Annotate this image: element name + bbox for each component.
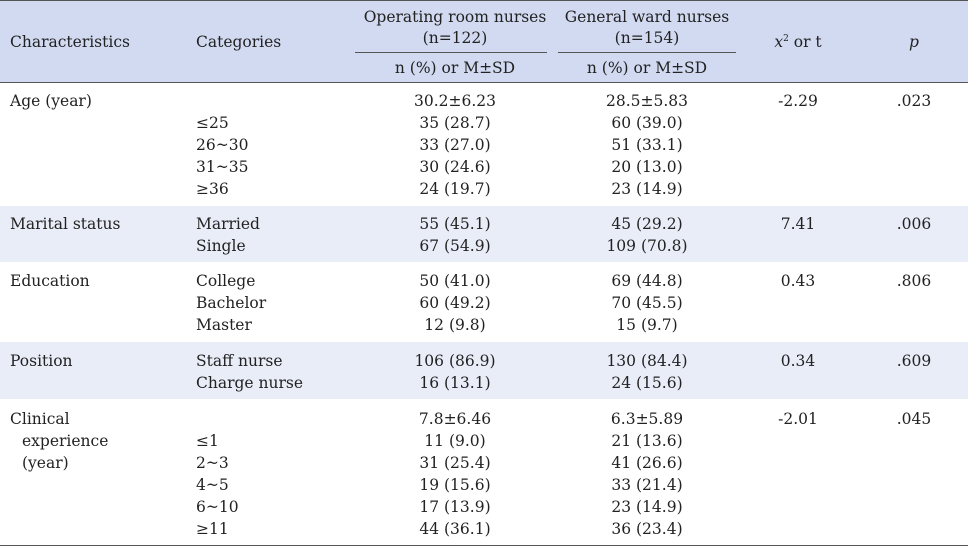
position-gw: 130 (84.4) xyxy=(606,352,688,370)
position-gw: 24 (15.6) xyxy=(611,374,683,392)
age-gw: 20 (13.0) xyxy=(611,158,683,176)
position-cat: Staff nurse xyxy=(196,352,283,370)
row-band-position xyxy=(0,342,968,399)
header-stat-x: x xyxy=(774,33,784,51)
clinical-gw: 36 (23.4) xyxy=(611,520,683,538)
education-gw: 69 (44.8) xyxy=(611,272,683,290)
clinical-cat: ≥11 xyxy=(196,520,229,538)
top-rule xyxy=(0,0,968,1)
age-gw: 51 (33.1) xyxy=(611,136,683,154)
header-stat: x2 or t xyxy=(760,31,836,53)
education-p: .806 xyxy=(896,272,932,290)
age-or: 24 (19.7) xyxy=(419,180,491,198)
clinical-or-mean: 7.8±6.46 xyxy=(418,410,492,428)
age-or-mean: 30.2±6.23 xyxy=(413,92,496,110)
clinical-cat: 6~10 xyxy=(196,498,239,516)
age-gw: 23 (14.9) xyxy=(611,180,683,198)
clinical-cat: ≤1 xyxy=(196,432,219,450)
header-gw-n: (n=154) xyxy=(614,29,680,47)
clinical-gw: 21 (13.6) xyxy=(611,432,683,450)
marital-gw: 45 (29.2) xyxy=(611,215,683,233)
header-stat-rest: or t xyxy=(788,33,822,51)
clinical-p: .045 xyxy=(896,410,932,428)
clinical-stat: -2.01 xyxy=(778,410,818,428)
marital-stat: 7.41 xyxy=(780,215,816,233)
clinical-label: (year) xyxy=(22,454,69,472)
clinical-or: 11 (9.0) xyxy=(424,432,486,450)
education-cat: College xyxy=(196,272,256,290)
age-cat: ≤25 xyxy=(196,114,229,132)
clinical-gw: 33 (21.4) xyxy=(611,476,683,494)
marital-or: 67 (54.9) xyxy=(419,237,491,255)
education-or: 50 (41.0) xyxy=(419,272,491,290)
education-label: Education xyxy=(10,272,90,290)
clinical-cat: 2~3 xyxy=(196,454,229,472)
header-stat-sup: 2 xyxy=(783,33,789,44)
clinical-or: 31 (25.4) xyxy=(419,454,491,472)
header-or-sub: n (%) or M±SD xyxy=(394,59,516,77)
marital-p: .006 xyxy=(896,215,932,233)
clinical-or: 17 (13.9) xyxy=(419,498,491,516)
education-cat: Master xyxy=(196,316,252,334)
education-gw: 15 (9.7) xyxy=(616,316,678,334)
education-cat: Bachelor xyxy=(196,294,267,312)
header-or-group: Operating room nurses xyxy=(363,8,547,26)
age-label: Age (year) xyxy=(10,92,92,110)
table-header-background xyxy=(0,0,968,82)
age-cat: 26~30 xyxy=(196,136,249,154)
marital-cat: Single xyxy=(196,237,246,255)
education-stat: 0.43 xyxy=(780,272,816,290)
marital-gw: 109 (70.8) xyxy=(606,237,688,255)
position-cat: Charge nurse xyxy=(196,374,304,392)
header-or-n: (n=122) xyxy=(422,29,488,47)
marital-cat: Married xyxy=(196,215,260,233)
header-characteristics: Characteristics xyxy=(10,33,130,51)
header-rule xyxy=(0,82,968,83)
clinical-label: experience xyxy=(22,432,109,450)
position-stat: 0.34 xyxy=(780,352,816,370)
education-or: 12 (9.8) xyxy=(424,316,486,334)
age-p: .023 xyxy=(896,92,932,110)
age-or: 35 (28.7) xyxy=(419,114,491,132)
position-label: Position xyxy=(10,352,73,370)
position-p: .609 xyxy=(896,352,932,370)
age-gw: 60 (39.0) xyxy=(611,114,683,132)
or-group-rule xyxy=(355,52,547,53)
age-gw-mean: 28.5±5.83 xyxy=(605,92,688,110)
marital-or: 55 (45.1) xyxy=(419,215,491,233)
clinical-gw: 23 (14.9) xyxy=(611,498,683,516)
education-gw: 70 (45.5) xyxy=(611,294,683,312)
header-gw-sub: n (%) or M±SD xyxy=(586,59,708,77)
age-cat: ≥36 xyxy=(196,180,229,198)
bottom-rule xyxy=(0,545,968,546)
clinical-label: Clinical xyxy=(10,410,70,428)
age-or: 33 (27.0) xyxy=(419,136,491,154)
position-or: 106 (86.9) xyxy=(414,352,496,370)
clinical-or: 44 (36.1) xyxy=(419,520,491,538)
position-or: 16 (13.1) xyxy=(419,374,491,392)
header-categories: Categories xyxy=(196,33,282,51)
row-band-marital xyxy=(0,206,968,262)
clinical-gw-mean: 6.3±5.89 xyxy=(610,410,684,428)
clinical-cat: 4~5 xyxy=(196,476,229,494)
header-gw-group: General ward nurses xyxy=(564,8,730,26)
clinical-gw: 41 (26.6) xyxy=(611,454,683,472)
education-or: 60 (49.2) xyxy=(419,294,491,312)
marital-label: Marital status xyxy=(10,215,121,233)
clinical-or: 19 (15.6) xyxy=(419,476,491,494)
age-or: 30 (24.6) xyxy=(419,158,491,176)
header-p: p xyxy=(909,33,919,51)
age-stat: -2.29 xyxy=(778,92,818,110)
age-cat: 31~35 xyxy=(196,158,249,176)
gw-group-rule xyxy=(558,52,736,53)
